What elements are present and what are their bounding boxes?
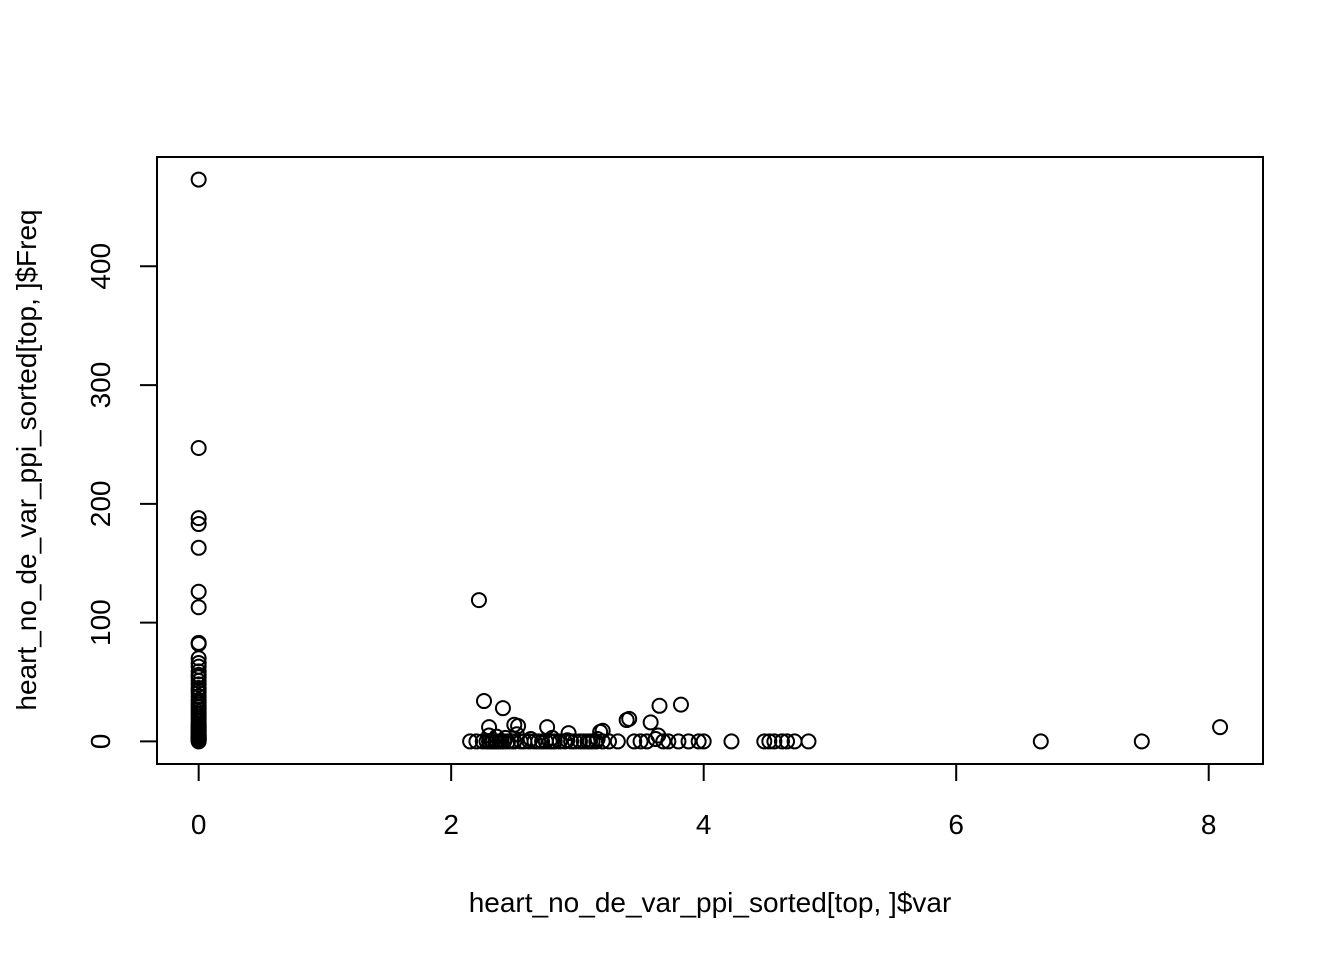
data-point xyxy=(470,592,487,609)
data-point xyxy=(756,733,773,750)
data-point xyxy=(626,733,643,750)
data-point xyxy=(589,731,606,748)
data-point xyxy=(190,539,207,556)
data-point xyxy=(638,733,655,750)
data-point xyxy=(600,733,617,750)
y-tick-label: 300 xyxy=(85,362,116,409)
y-tick-label: 400 xyxy=(85,243,116,290)
data-point xyxy=(546,733,563,750)
y-tick-label: 100 xyxy=(85,599,116,646)
x-tick-label: 8 xyxy=(1201,809,1217,840)
x-axis: 0 2 4 6 8 xyxy=(191,763,1217,840)
data-point xyxy=(642,714,659,731)
data-point xyxy=(462,733,479,750)
data-point xyxy=(672,696,689,713)
data-point xyxy=(621,710,638,727)
data-point xyxy=(481,727,498,744)
data-point xyxy=(510,717,527,734)
data-point xyxy=(190,733,207,750)
y-axis-label: heart_no_de_var_ppi_sorted[top, ]$Freq xyxy=(11,209,42,710)
data-point xyxy=(651,697,668,714)
x-tick-label: 6 xyxy=(948,809,964,840)
data-point xyxy=(508,726,525,743)
data-point xyxy=(761,733,778,750)
data-point xyxy=(190,171,207,188)
data-point xyxy=(566,733,583,750)
data-point xyxy=(476,693,493,710)
data-point xyxy=(690,733,707,750)
data-point xyxy=(551,733,568,750)
data-point xyxy=(488,728,505,745)
data-point xyxy=(190,510,207,527)
data-point xyxy=(609,733,626,750)
data-point xyxy=(655,733,672,750)
data-point xyxy=(670,733,687,750)
data-point xyxy=(190,583,207,600)
x-tick-label: 4 xyxy=(696,809,712,840)
data-point xyxy=(481,719,498,736)
y-tick-label: 0 xyxy=(85,734,116,750)
data-point xyxy=(800,733,817,750)
plot-box xyxy=(156,156,1264,765)
data-point xyxy=(544,729,561,746)
data-point xyxy=(766,733,783,750)
y-axis: 0 100 200 300 400 xyxy=(85,243,158,750)
data-point xyxy=(522,731,539,748)
data-point xyxy=(190,516,207,533)
data-point xyxy=(497,729,514,746)
x-axis-label: heart_no_de_var_ppi_sorted[top, ]$var xyxy=(469,887,952,918)
data-point xyxy=(1133,733,1150,750)
x-tick-label: 2 xyxy=(443,809,459,840)
y-tick-label: 200 xyxy=(85,480,116,527)
data-point xyxy=(680,733,697,750)
data-point xyxy=(647,731,664,748)
data-point xyxy=(190,440,207,457)
data-point xyxy=(1032,733,1049,750)
data-point xyxy=(695,733,712,750)
data-point xyxy=(559,732,576,749)
data-point xyxy=(773,733,790,750)
data-points xyxy=(190,171,1229,750)
data-point xyxy=(632,733,649,750)
data-point xyxy=(190,599,207,616)
data-point xyxy=(779,733,796,750)
data-point xyxy=(723,733,740,750)
data-point xyxy=(494,700,511,717)
data-point xyxy=(468,733,485,750)
x-tick-label: 0 xyxy=(191,809,207,840)
data-point xyxy=(506,733,523,750)
data-point xyxy=(1212,719,1229,736)
